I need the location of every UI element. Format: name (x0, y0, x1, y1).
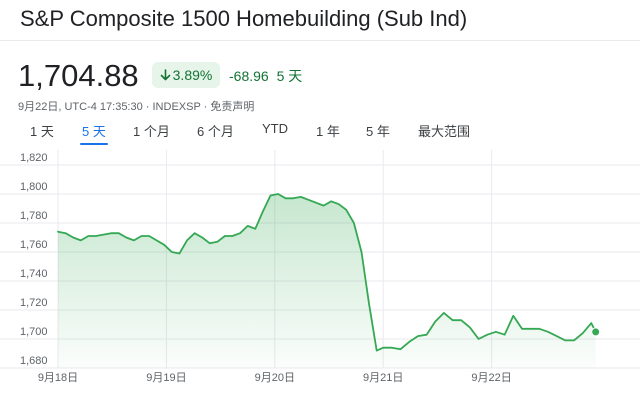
header-divider (0, 40, 640, 41)
tab-1-month[interactable]: 1 个月 (133, 124, 170, 139)
y-tick-label: 1,740 (20, 268, 48, 280)
absolute-change: -68.96 5 天 (229, 66, 302, 86)
current-price-dot (591, 327, 601, 337)
tab-1-year[interactable]: 1 年 (316, 124, 340, 139)
y-tick-label: 1,820 (20, 152, 48, 164)
y-tick-label: 1,700 (20, 326, 48, 338)
y-tick-label: 1,760 (20, 239, 48, 251)
y-tick-label: 1,680 (20, 355, 48, 367)
page-title: S&P Composite 1500 Homebuilding (Sub Ind… (20, 6, 468, 31)
range-tabs: 1 天 5 天 1 个月 6 个月 YTD 1 年 5 年 最大范围 (0, 121, 640, 145)
x-tick-label: 9月20日 (255, 372, 295, 384)
tab-ytd[interactable]: YTD (262, 121, 288, 136)
price-line (57, 193, 597, 352)
current-price: 1,704.88 (18, 58, 139, 93)
y-tick-label: 1,780 (20, 210, 48, 222)
y-tick-label: 1,800 (20, 181, 48, 193)
arrow-down-icon (160, 69, 170, 81)
x-tick-label: 9月18日 (38, 372, 78, 384)
tab-1-day[interactable]: 1 天 (30, 124, 54, 139)
y-axis-labels: 1,680 1,700 1,720 1,740 1,760 1,780 1,800 1,820 (20, 152, 48, 367)
absolute-change-value: -68.96 (229, 68, 269, 84)
chart-area-layer (57, 193, 601, 368)
x-tick-label: 9月22日 (471, 372, 511, 384)
price-chart[interactable]: 1,680 1,700 1,720 1,740 1,760 1,780 1,800 1,820… (0, 150, 640, 403)
tab-max[interactable]: 最大范围 (418, 124, 471, 139)
tab-5-year[interactable]: 5 年 (366, 124, 390, 139)
x-tick-label: 9月21日 (363, 372, 403, 384)
price-area-fill (58, 194, 596, 368)
percent-change-chip: 3.89% (152, 62, 220, 88)
x-tick-label: 9月19日 (146, 372, 186, 384)
tab-5-day[interactable]: 5 天 (80, 121, 108, 145)
x-axis-labels: 9月18日 9月19日 9月20日 9月21日 9月22日 (38, 372, 512, 384)
quote-meta: 9月22日, UTC-4 17:35:30 · INDEXSP · 免责声明 (18, 101, 255, 113)
tab-6-month[interactable]: 6 个月 (197, 124, 234, 139)
percent-change-value: 3.89% (172, 67, 213, 83)
change-period: 5 天 (276, 68, 303, 84)
y-tick-label: 1,720 (20, 297, 48, 309)
